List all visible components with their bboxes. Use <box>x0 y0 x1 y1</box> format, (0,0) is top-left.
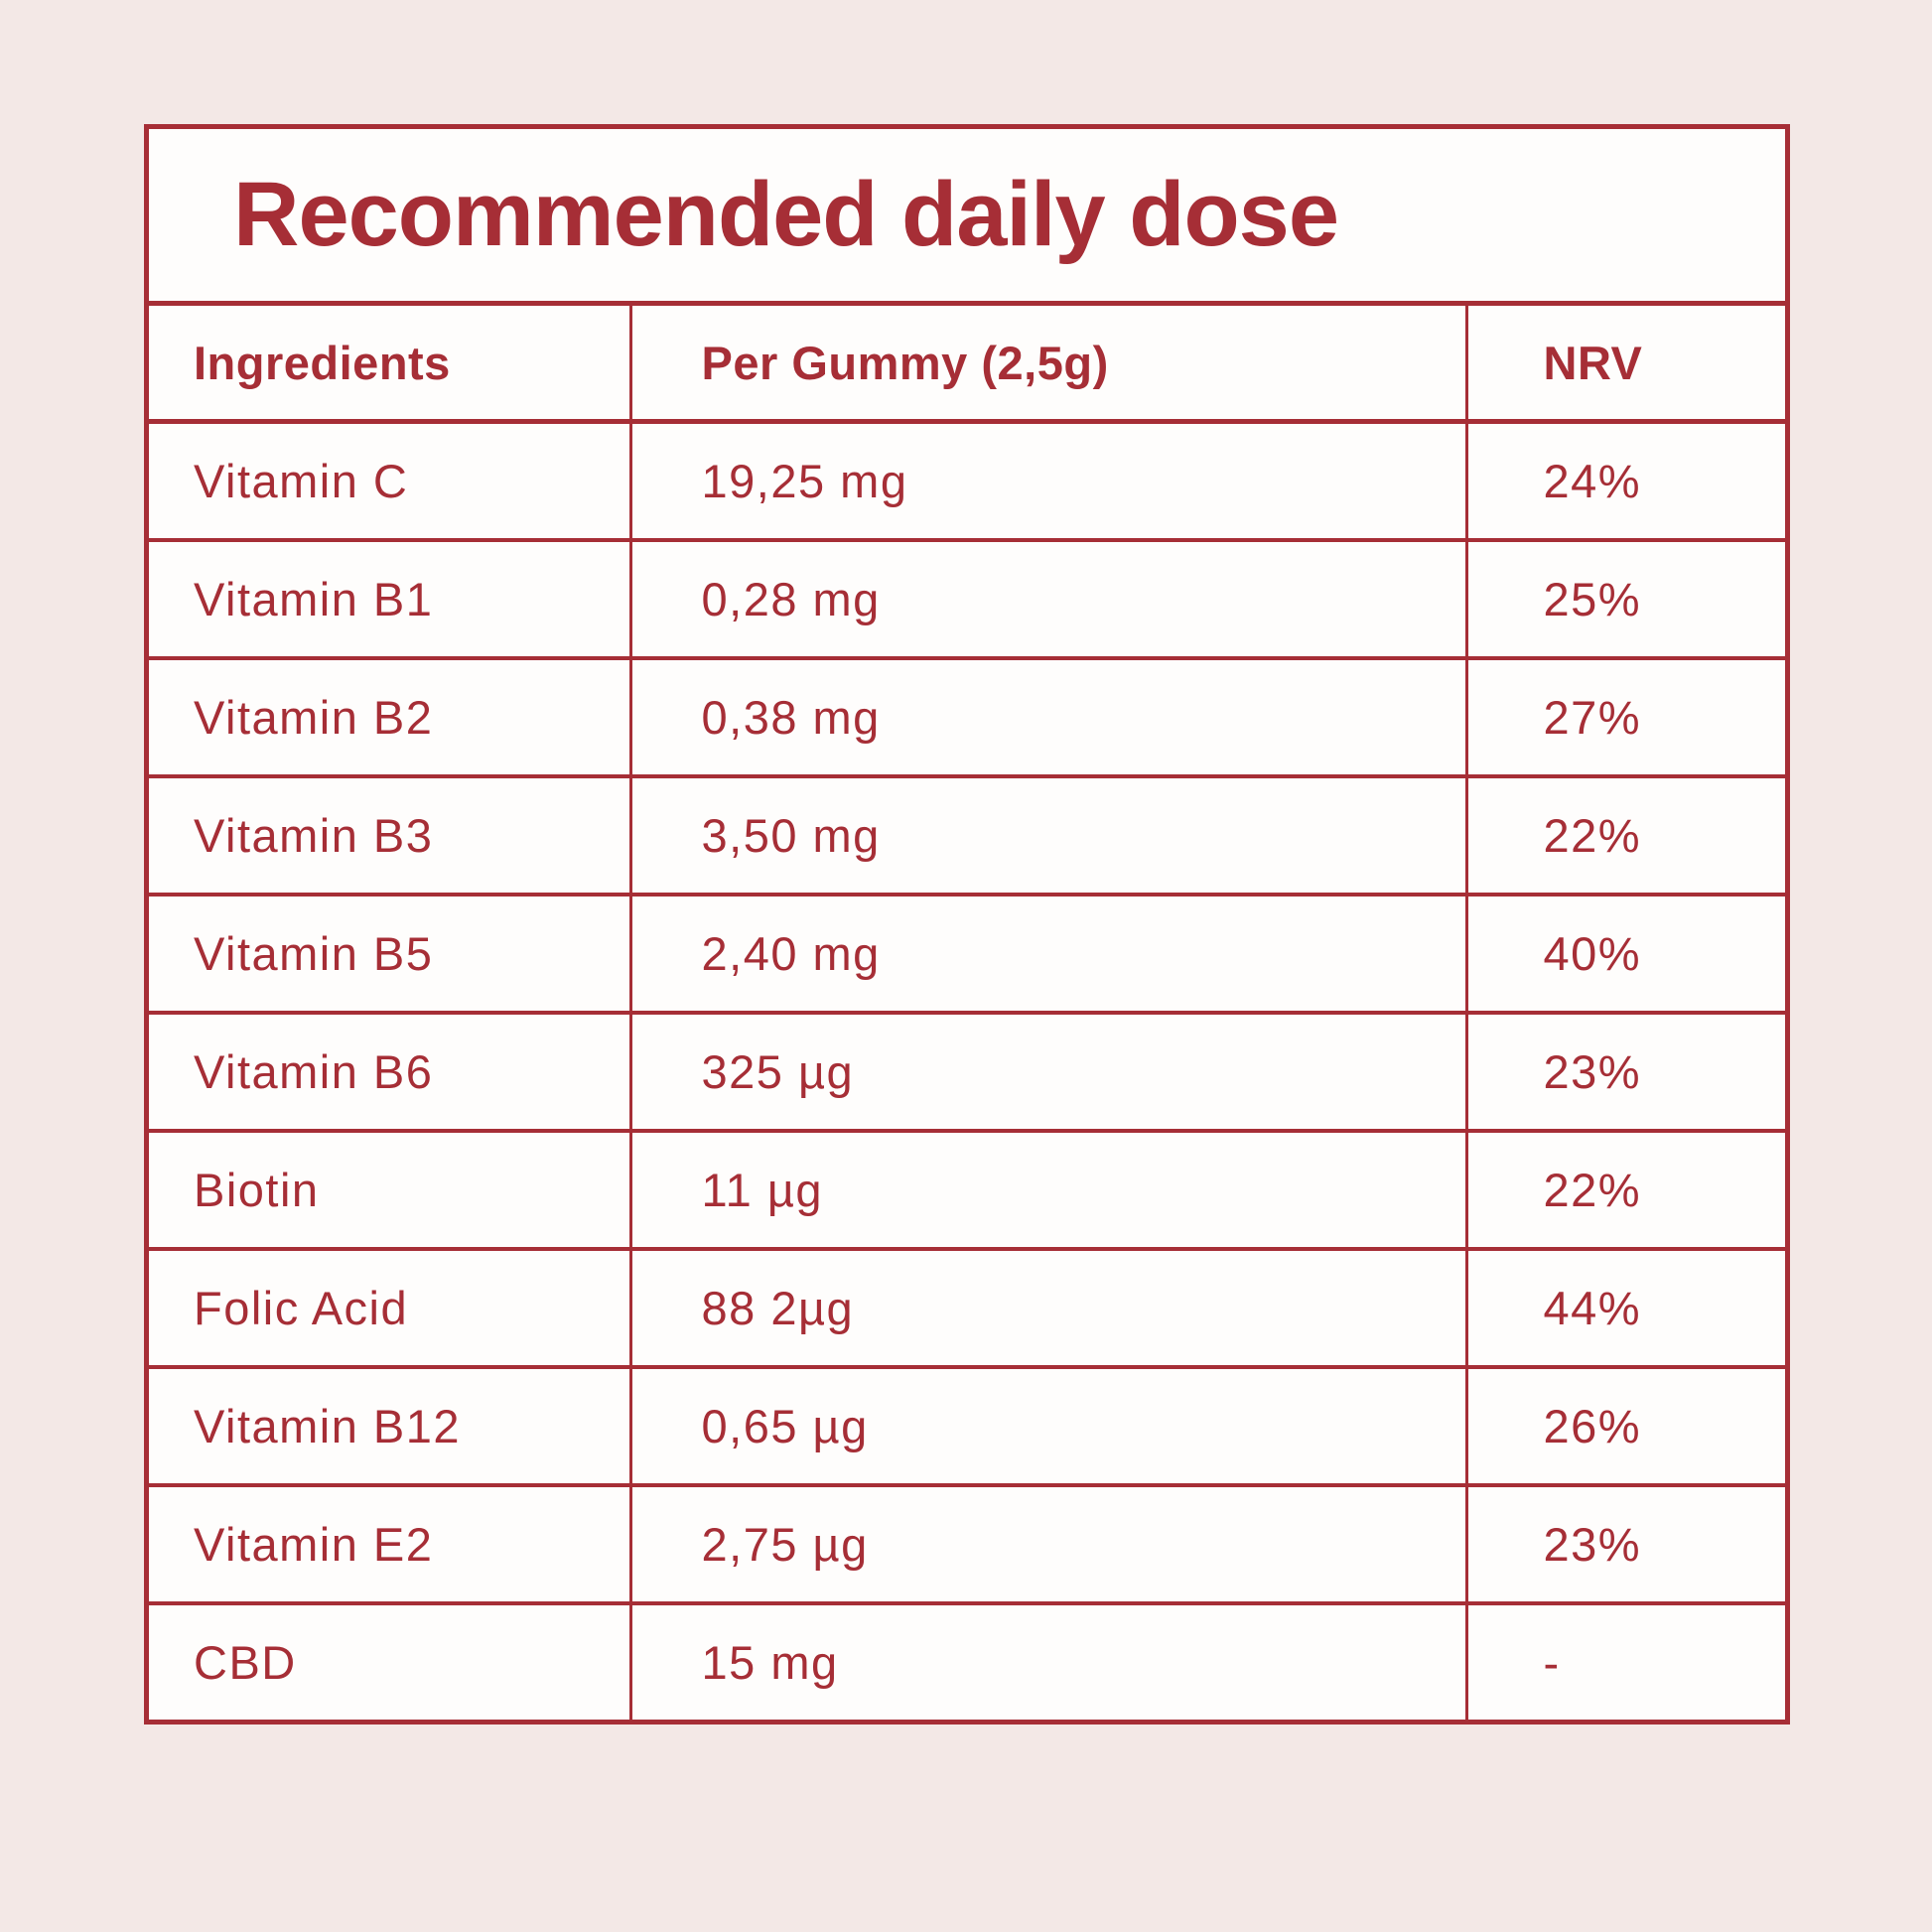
ingredient-name-cell: Vitamin B1 <box>149 538 630 658</box>
per-gummy-value-cell: 325 µg <box>628 1011 1466 1131</box>
per-gummy-value-cell: 0,65 µg <box>628 1365 1466 1485</box>
nrv-value-cell: 23% <box>1464 1483 1785 1603</box>
table-row: Vitamin B12 0,65 µg 26% <box>149 1365 1785 1485</box>
column-header-per-gummy: Per Gummy (2,5g) <box>628 306 1466 424</box>
nutrition-table: Ingredients Per Gummy (2,5g) NRV Vitamin… <box>149 306 1785 1720</box>
table-row: Biotin 11 µg 22% <box>149 1129 1785 1249</box>
ingredient-name-cell: Folic Acid <box>149 1247 630 1367</box>
nrv-value-cell: 27% <box>1464 656 1785 776</box>
header-row: Ingredients Per Gummy (2,5g) NRV <box>149 306 1785 424</box>
nutrition-table-card: Recommended daily dose Ingredients Per G… <box>144 124 1790 1725</box>
ingredient-name-cell: Biotin <box>149 1129 630 1249</box>
nrv-value-cell: 26% <box>1464 1365 1785 1485</box>
table-row: Vitamin B5 2,40 mg 40% <box>149 893 1785 1013</box>
ingredient-name-cell: Vitamin B2 <box>149 656 630 776</box>
nrv-value-cell: 22% <box>1464 774 1785 895</box>
column-header-nrv: NRV <box>1464 306 1785 424</box>
column-header-ingredients: Ingredients <box>149 306 630 424</box>
ingredient-name-cell: CBD <box>149 1601 630 1720</box>
table-row: Vitamin B3 3,50 mg 22% <box>149 774 1785 895</box>
table-row: Vitamin C 19,25 mg 24% <box>149 421 1785 540</box>
per-gummy-value-cell: 19,25 mg <box>628 421 1466 540</box>
nrv-value-cell: 23% <box>1464 1011 1785 1131</box>
table-row: Vitamin E2 2,75 µg 23% <box>149 1483 1785 1603</box>
nrv-value-cell: 44% <box>1464 1247 1785 1367</box>
per-gummy-value-cell: 3,50 mg <box>628 774 1466 895</box>
table-row: Vitamin B2 0,38 mg 27% <box>149 656 1785 776</box>
nrv-value-cell: 40% <box>1464 893 1785 1013</box>
ingredient-name-cell: Vitamin B12 <box>149 1365 630 1485</box>
per-gummy-value-cell: 2,75 µg <box>628 1483 1466 1603</box>
nrv-value-cell: 22% <box>1464 1129 1785 1249</box>
table-row: Folic Acid 88 2µg 44% <box>149 1247 1785 1367</box>
per-gummy-value-cell: 0,28 mg <box>628 538 1466 658</box>
table-row: Vitamin B6 325 µg 23% <box>149 1011 1785 1131</box>
ingredient-name-cell: Vitamin E2 <box>149 1483 630 1603</box>
nrv-value-cell: 25% <box>1464 538 1785 658</box>
ingredient-name-cell: Vitamin B5 <box>149 893 630 1013</box>
nrv-value-cell: 24% <box>1464 421 1785 540</box>
per-gummy-value-cell: 11 µg <box>628 1129 1466 1249</box>
ingredient-name-cell: Vitamin B3 <box>149 774 630 895</box>
table-title-row: Recommended daily dose <box>149 129 1785 306</box>
per-gummy-value-cell: 2,40 mg <box>628 893 1466 1013</box>
nrv-value-cell: - <box>1464 1601 1785 1720</box>
per-gummy-value-cell: 15 mg <box>628 1601 1466 1720</box>
per-gummy-value-cell: 88 2µg <box>628 1247 1466 1367</box>
ingredient-name-cell: Vitamin B6 <box>149 1011 630 1131</box>
ingredient-name-cell: Vitamin C <box>194 455 409 507</box>
table-row: CBD 15 mg - <box>149 1601 1785 1720</box>
table-row: Vitamin B1 0,28 mg 25% <box>149 538 1785 658</box>
per-gummy-value-cell: 0,38 mg <box>628 656 1466 776</box>
table-title: Recommended daily dose <box>233 164 1339 265</box>
